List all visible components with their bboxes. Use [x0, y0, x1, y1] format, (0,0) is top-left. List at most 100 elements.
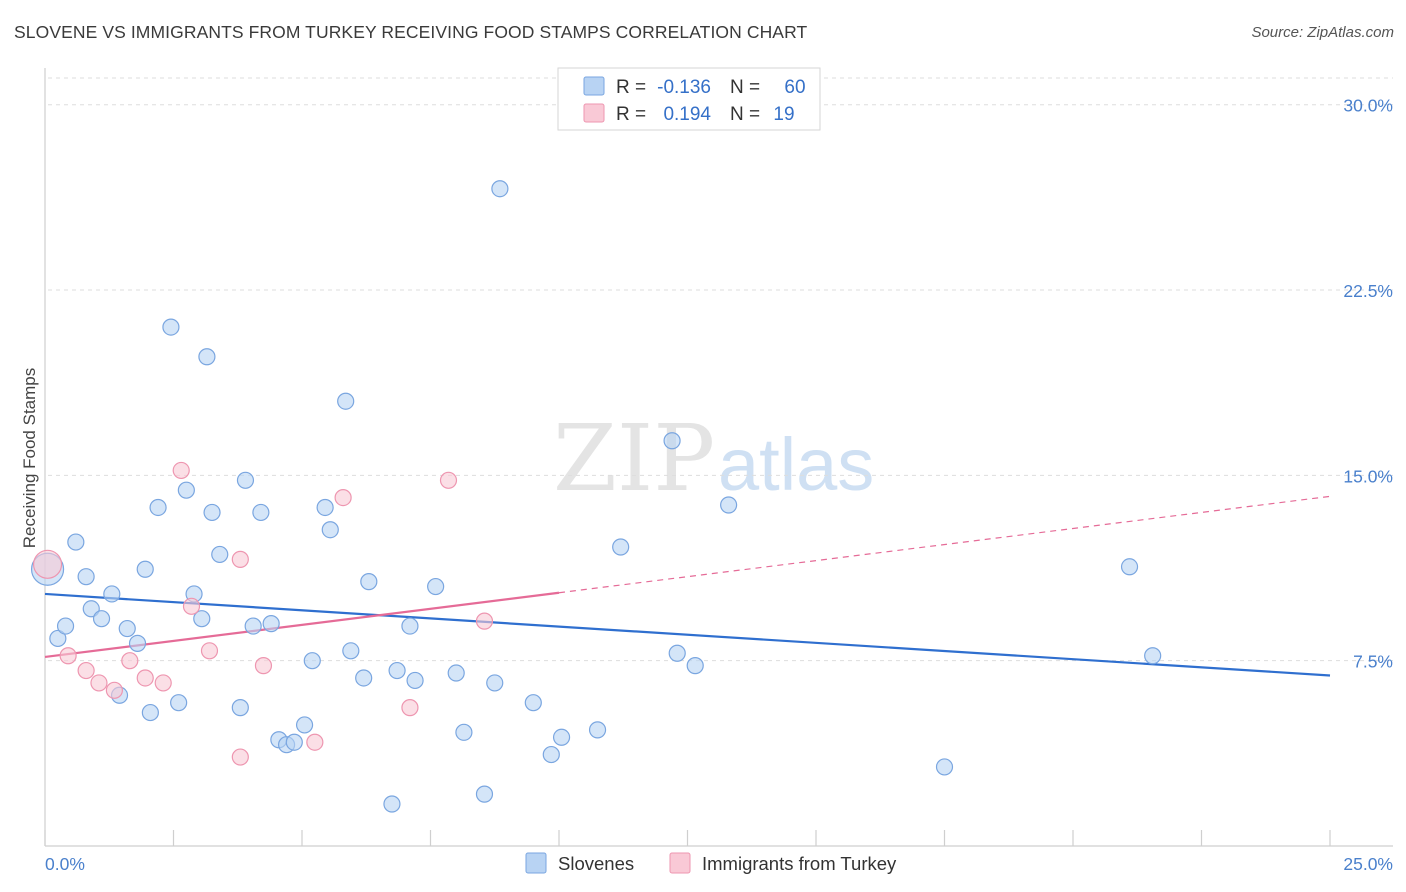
legend-swatch-pink: [583, 103, 605, 123]
point-slovenes: [136, 560, 154, 578]
series-legend-label-turkey: Immigrants from Turkey: [702, 853, 897, 874]
stats-legend: R = -0.136 N = 60 R = 0.194 N = 19: [557, 67, 821, 131]
point-slovenes: [720, 496, 738, 514]
point-slovenes: [663, 432, 681, 450]
point-slovenes: [337, 392, 355, 410]
y-axis-label: Receiving Food Stamps: [20, 368, 39, 548]
series-legend-swatch-turkey: [669, 852, 691, 874]
trend-line-slovenes: [44, 592, 1331, 677]
point-slovenes: [303, 652, 321, 670]
point-turkey: [32, 549, 63, 579]
grid: [48, 77, 1393, 662]
point-turkey: [231, 748, 249, 766]
y-tick-label: 15.0%: [1343, 466, 1393, 486]
point-slovenes: [128, 634, 147, 652]
point-slovenes: [211, 545, 229, 564]
point-slovenes: [383, 795, 401, 813]
point-slovenes: [491, 180, 509, 198]
y-tick-label: 22.5%: [1343, 281, 1393, 301]
source-label: Source: ZipAtlas.com: [1251, 24, 1394, 41]
point-slovenes: [118, 619, 136, 638]
series-legend-swatch-slovenes: [525, 852, 547, 874]
point-slovenes: [231, 699, 249, 717]
point-turkey: [401, 699, 419, 717]
x-ticks: [44, 830, 1331, 846]
legend-n-value-blue: 60: [784, 77, 805, 98]
trend-line-turkey-projection: [558, 495, 1331, 594]
point-slovenes: [149, 498, 167, 517]
point-turkey: [439, 471, 458, 489]
point-slovenes: [552, 728, 571, 746]
point-turkey: [306, 733, 324, 751]
point-slovenes: [1120, 558, 1139, 576]
point-slovenes: [285, 733, 303, 751]
point-slovenes: [342, 642, 360, 660]
data-points: [30, 180, 1162, 813]
point-slovenes: [141, 703, 159, 722]
point-slovenes: [203, 503, 221, 522]
point-slovenes: [252, 503, 270, 522]
legend-swatch-blue: [583, 76, 605, 96]
point-turkey: [154, 674, 172, 692]
point-slovenes: [103, 585, 121, 603]
point-slovenes: [388, 661, 406, 680]
point-slovenes: [612, 538, 630, 556]
y-tick-label: 7.5%: [1353, 652, 1393, 672]
legend-n-label-pink: N =: [730, 104, 760, 125]
point-slovenes: [524, 694, 542, 712]
point-turkey: [105, 681, 123, 699]
point-slovenes: [170, 694, 188, 712]
point-turkey: [254, 657, 273, 675]
point-slovenes: [447, 664, 465, 682]
point-slovenes: [475, 785, 494, 803]
point-slovenes: [244, 617, 262, 635]
point-slovenes: [56, 617, 75, 635]
point-turkey: [182, 597, 201, 615]
point-slovenes: [316, 498, 334, 517]
point-slovenes: [406, 671, 424, 690]
legend-r-label-pink: R =: [616, 104, 646, 125]
point-slovenes: [236, 471, 255, 489]
point-slovenes: [67, 533, 85, 551]
point-slovenes: [177, 481, 195, 499]
point-turkey: [172, 461, 190, 480]
point-slovenes: [321, 521, 339, 539]
point-slovenes: [455, 723, 473, 741]
point-slovenes: [295, 716, 314, 734]
point-slovenes: [668, 644, 686, 662]
legend-r-value-blue: -0.136: [657, 77, 711, 98]
legend-r-value-pink: 0.194: [663, 104, 711, 125]
point-slovenes: [262, 615, 280, 633]
point-turkey: [334, 488, 352, 507]
point-turkey: [200, 642, 219, 660]
point-slovenes: [542, 745, 560, 764]
point-slovenes: [935, 758, 954, 776]
point-slovenes: [92, 610, 111, 628]
point-turkey: [121, 652, 139, 670]
y-tick-labels: 7.5% 15.0% 22.5% 30.0%: [1343, 96, 1393, 672]
point-slovenes: [77, 568, 95, 586]
point-slovenes: [401, 617, 419, 635]
x-tick-label-min: 0.0%: [45, 854, 85, 874]
series-legend: Slovenes Immigrants from Turkey: [525, 852, 897, 874]
point-slovenes: [82, 600, 100, 618]
point-slovenes: [486, 674, 504, 692]
point-turkey: [90, 674, 108, 692]
point-turkey: [136, 669, 154, 687]
legend-n-value-pink: 19: [773, 104, 794, 125]
legend-r-label-blue: R =: [616, 77, 646, 98]
point-slovenes: [427, 577, 445, 596]
series-legend-label-slovenes: Slovenes: [558, 853, 634, 874]
chart-title: SLOVENE VS IMMIGRANTS FROM TURKEY RECEIV…: [14, 22, 808, 42]
point-slovenes: [588, 721, 607, 739]
watermark-zip: ZIP: [553, 405, 715, 512]
y-tick-label: 30.0%: [1343, 96, 1393, 116]
point-slovenes: [193, 610, 211, 628]
x-tick-label-max: 25.0%: [1343, 854, 1393, 874]
watermark-atlas: atlas: [718, 423, 874, 506]
trend-lines: [44, 495, 1331, 677]
point-slovenes: [360, 573, 378, 591]
point-slovenes: [162, 318, 180, 336]
point-slovenes: [198, 348, 216, 366]
